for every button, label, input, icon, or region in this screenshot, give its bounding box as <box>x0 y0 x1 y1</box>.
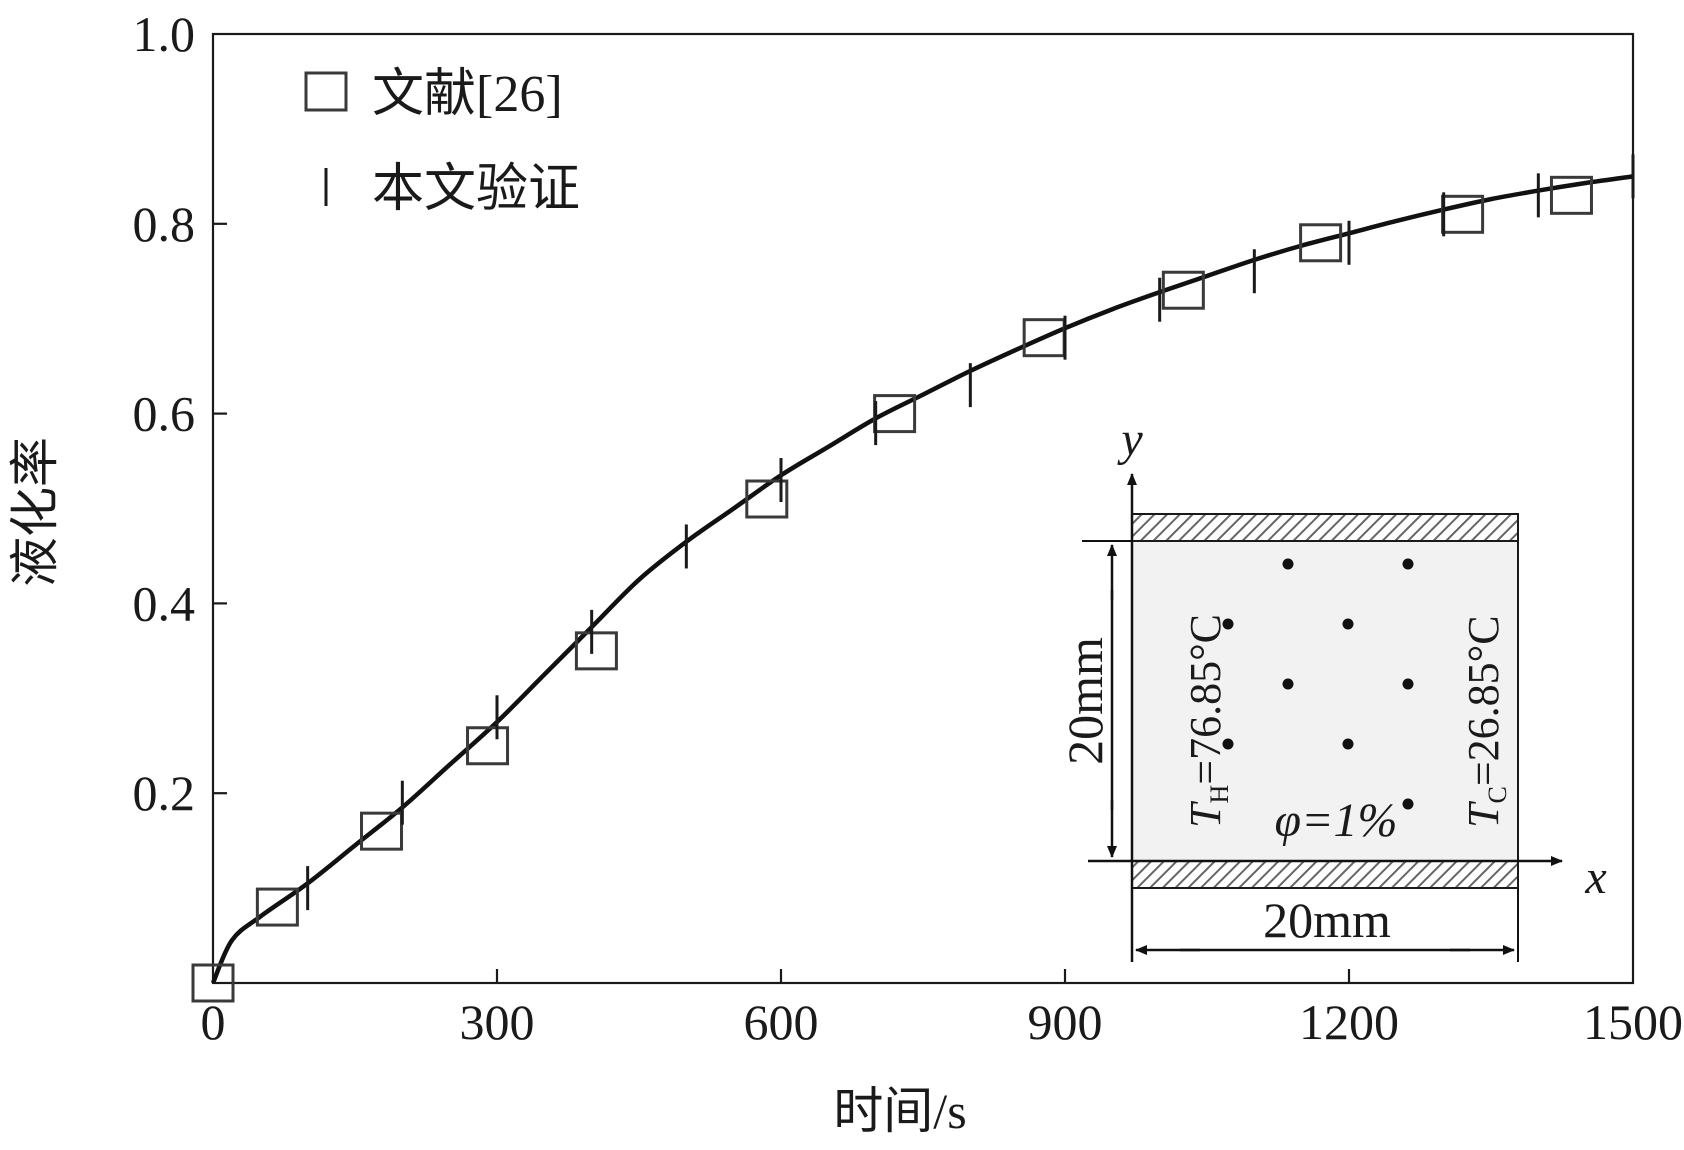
plot-frame <box>211 32 1635 985</box>
literature-point <box>574 631 618 671</box>
hot-wall-subscript: H <box>1205 785 1234 804</box>
x-tick-label: 1500 <box>1583 994 1683 1050</box>
y-tick-label: 1.0 <box>133 6 196 62</box>
hot-wall-label: TH=76.85°C <box>1181 614 1234 828</box>
nanoparticle-dot <box>1282 678 1294 690</box>
top-wall <box>1131 513 1519 542</box>
x-tick-label: 1200 <box>1299 994 1399 1050</box>
hot-wall-value: =76.85°C <box>1181 614 1230 785</box>
x-tick-label: 600 <box>744 994 819 1050</box>
nanoparticle-dot <box>1402 678 1414 690</box>
y-tick-label: 0.6 <box>133 386 196 442</box>
height-label: 20mm <box>1057 637 1113 765</box>
bottom-wall <box>1131 860 1519 889</box>
cold-wall-symbol: T <box>1459 800 1508 828</box>
width-label: 20mm <box>1263 892 1391 948</box>
x-tick-label: 900 <box>1028 994 1103 1050</box>
nanoparticle-dot <box>1342 618 1354 630</box>
literature-point <box>1161 270 1205 310</box>
nanoparticle-dot <box>1402 798 1414 810</box>
nanoparticle-dot <box>1402 558 1414 570</box>
cold-wall-value: =26.85°C <box>1459 615 1508 786</box>
hot-wall-symbol: T <box>1181 800 1230 828</box>
literature-point <box>466 726 510 766</box>
y-axis: 0.2 0.4 0.6 0.8 1.0 <box>133 6 227 821</box>
inset-schematic: y x 20mm 20mm TH=76.85°C TC=26.85°C φ=1% <box>1057 413 1607 962</box>
nanoparticle-dot <box>1222 738 1234 750</box>
legend: 文献[26] 本文验证 <box>304 66 580 218</box>
volume-fraction-label: φ=1% <box>1275 794 1398 847</box>
legend-square-swatch <box>304 71 348 112</box>
inset-particles <box>1222 558 1414 810</box>
y-tick-label: 0.4 <box>133 575 196 631</box>
literature-point <box>191 963 235 1003</box>
y-axis-label: 液化率 <box>7 437 63 587</box>
inset-domain <box>1132 541 1518 861</box>
y-tick-label: 0.8 <box>133 196 196 252</box>
liquid-fraction-curve <box>210 174 1634 984</box>
nanoparticle-dot <box>1282 558 1294 570</box>
x-tick-label: 300 <box>460 994 535 1050</box>
nanoparticle-dot <box>1342 738 1354 750</box>
legend-label-literature: 文献[26] <box>372 66 563 123</box>
data-marks <box>191 154 1635 1003</box>
inset-y-label: y <box>1116 413 1143 466</box>
curve-layer <box>210 174 1634 984</box>
x-tick-label: 0 <box>201 994 226 1050</box>
x-axis-label: 时间/s <box>833 1083 966 1139</box>
x-axis: 0 300 600 900 1200 1500 <box>201 969 1683 1050</box>
nanoparticle-dot <box>1222 618 1234 630</box>
literature-point <box>255 887 299 927</box>
literature-point <box>1299 223 1343 263</box>
inset-x-label: x <box>1584 851 1606 904</box>
cold-wall-subscript: C <box>1483 786 1512 803</box>
literature-point <box>745 479 789 519</box>
cold-wall-label: TC=26.85°C <box>1459 615 1512 828</box>
y-tick-label: 0.2 <box>133 765 196 821</box>
literature-point <box>1549 175 1593 215</box>
legend-label-validation: 本文验证 <box>372 161 580 218</box>
literature-point <box>360 811 404 851</box>
